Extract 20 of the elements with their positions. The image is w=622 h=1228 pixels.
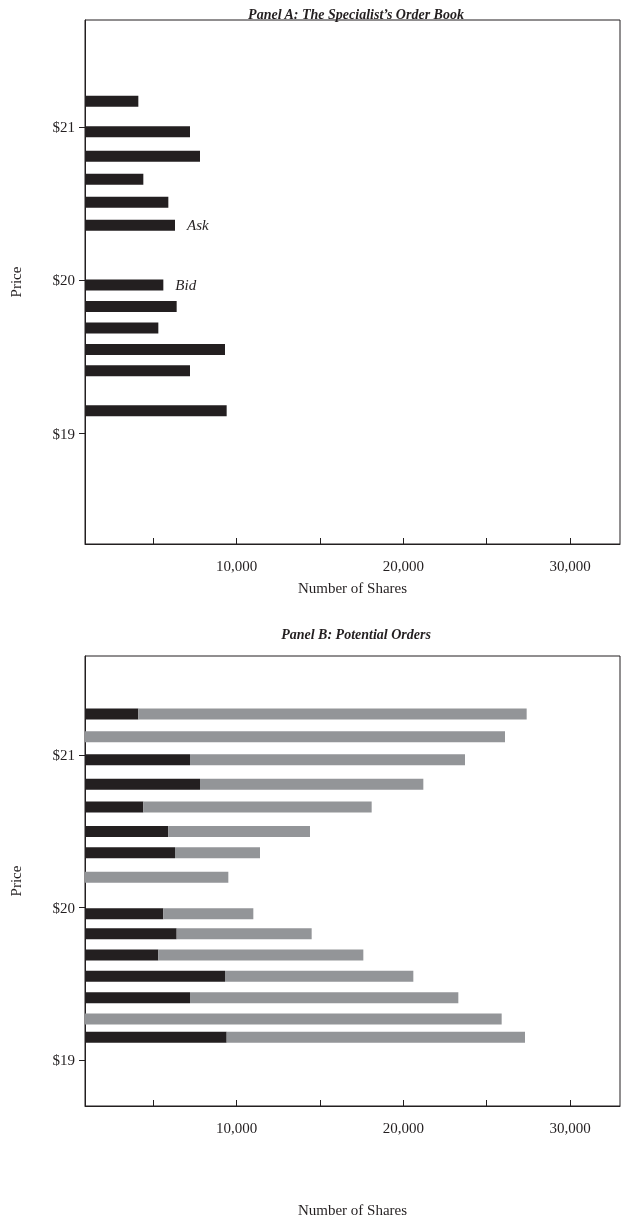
- chart-title: Panel B: Potential Orders: [281, 626, 432, 642]
- annotation: Ask: [186, 217, 209, 234]
- y-tick-label: $21: [52, 747, 75, 764]
- y-axis-title: Price: [7, 266, 24, 298]
- x-tick-label: 20,000: [382, 1119, 424, 1136]
- x-tick-label: 30,000: [549, 557, 591, 574]
- y-axis-title: Price: [7, 865, 24, 897]
- y-tick-label: $21: [52, 119, 75, 136]
- y-tick-label: $20: [52, 272, 75, 289]
- x-tick-label: 10,000: [216, 1119, 258, 1136]
- x-axis-title: Number of Shares: [297, 1201, 408, 1218]
- y-tick-label: $19: [52, 1052, 75, 1069]
- y-tick-label: $19: [52, 425, 75, 442]
- y-tick-label: $20: [52, 899, 75, 916]
- chart-title: Panel A: The Specialist’s Order Book: [248, 6, 464, 22]
- x-tick-label: 20,000: [382, 557, 424, 574]
- annotation: Bid: [175, 277, 197, 294]
- x-tick-label: 30,000: [549, 1119, 591, 1136]
- x-axis-title: Number of Shares: [297, 579, 408, 596]
- x-tick-label: 10,000: [216, 557, 258, 574]
